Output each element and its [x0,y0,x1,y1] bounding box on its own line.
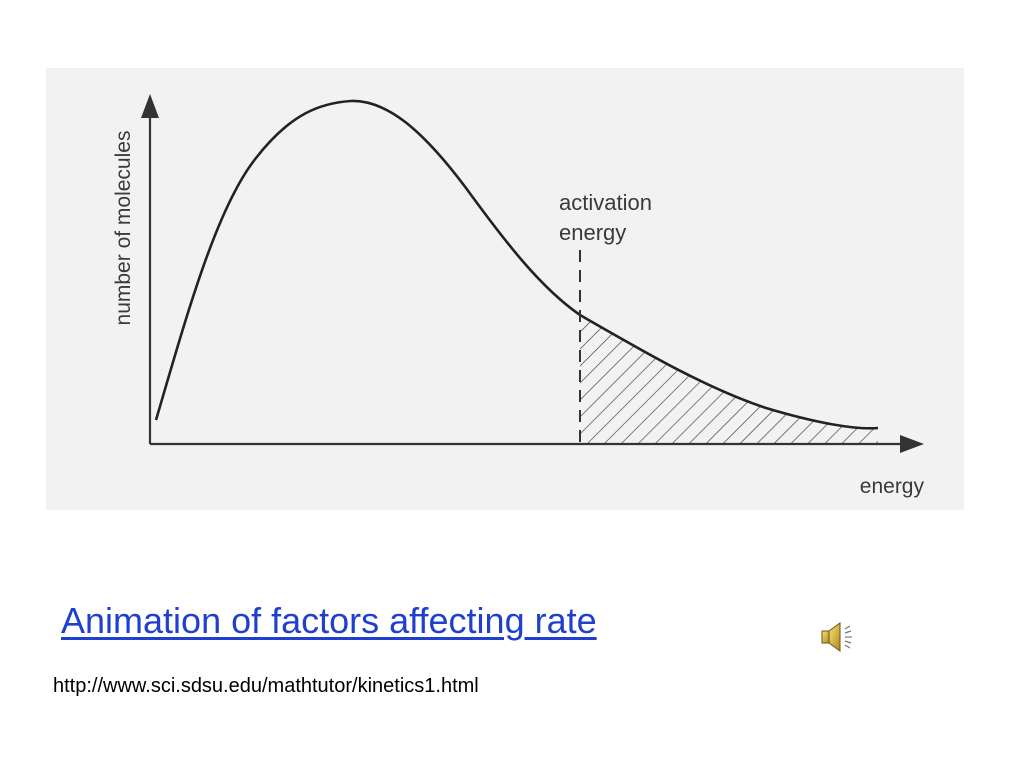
animation-link[interactable]: Animation of factors affecting rate [61,600,597,641]
x-axis-label: energy [860,475,925,498]
speaker-icon[interactable] [818,617,858,657]
source-url: http://www.sci.sdsu.edu/mathtutor/kineti… [53,675,479,697]
activation-label-line2: energy [559,220,626,245]
energy-distribution-diagram: number of molecules energy activation en… [46,68,964,510]
y-axis-arrowhead [141,94,159,118]
x-axis-arrowhead [900,435,924,453]
activation-label-line1: activation [559,190,652,215]
y-axis-label: number of molecules [112,131,135,326]
diagram-svg: number of molecules energy activation en… [112,94,925,498]
distribution-curve [154,99,879,430]
